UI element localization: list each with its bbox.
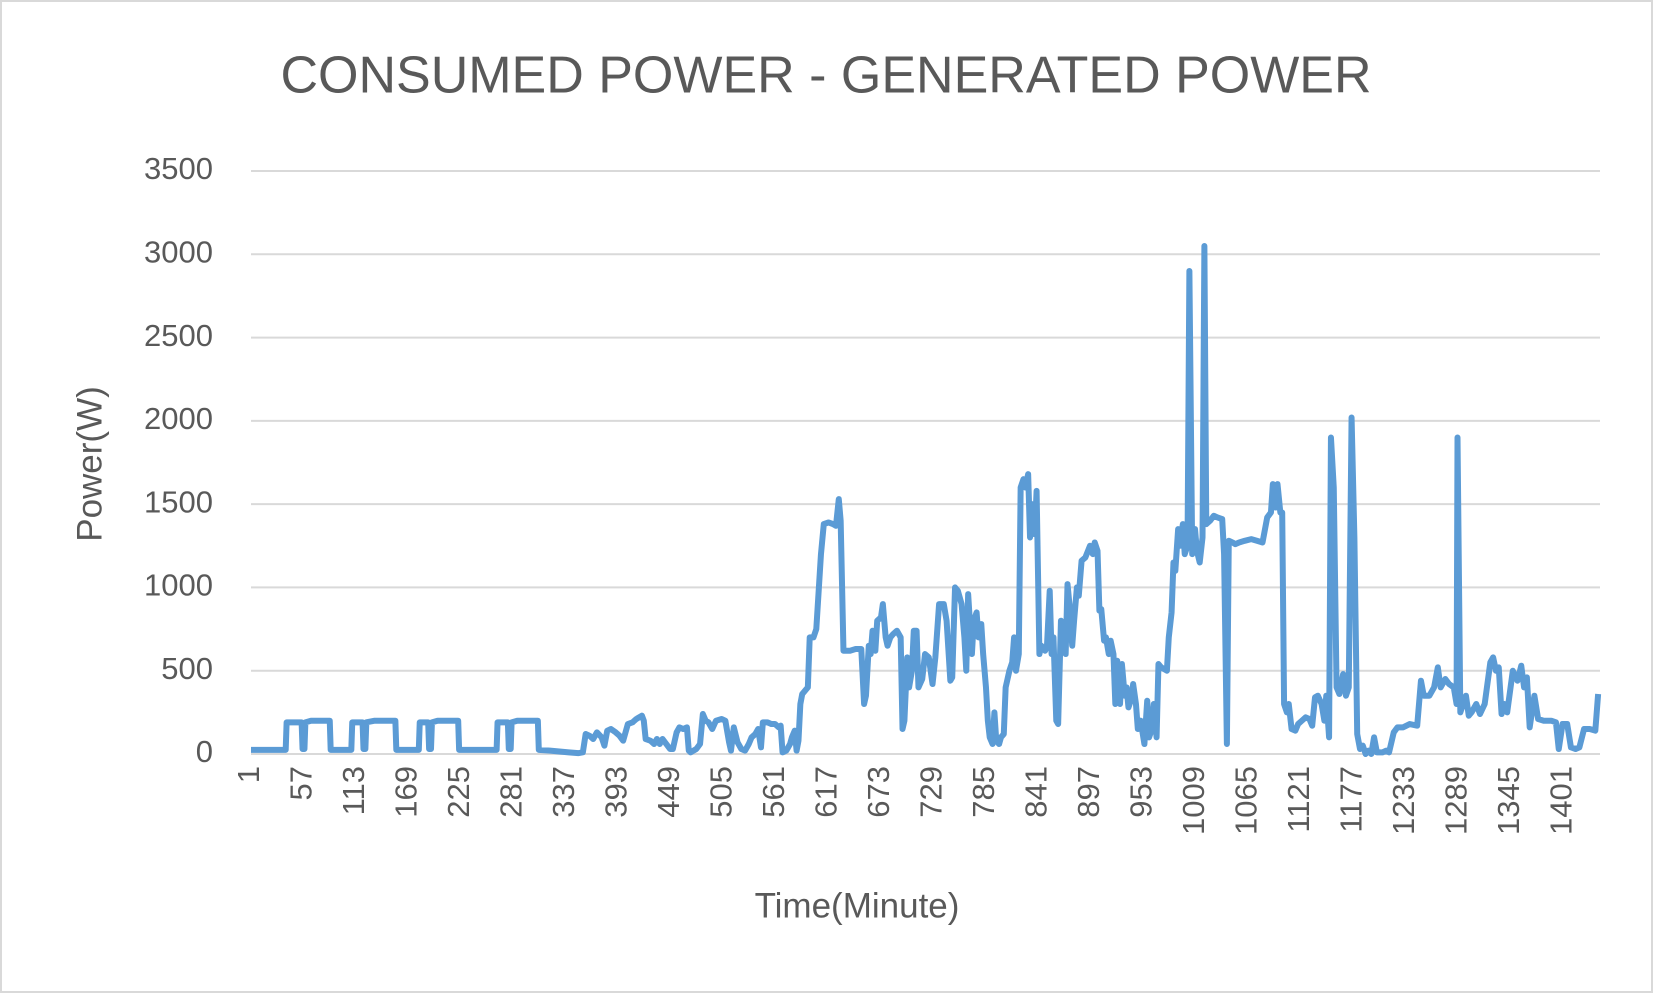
chart-title: CONSUMED POWER - GENERATED POWER — [280, 47, 1371, 105]
y-tick-label: 1000 — [144, 568, 213, 603]
x-tick-label: 169 — [389, 766, 424, 818]
y-tick-label: 0 — [196, 734, 213, 769]
x-tick-label: 1177 — [1334, 766, 1369, 833]
x-axis-title: Time(Minute) — [755, 886, 960, 925]
y-tick-label: 2000 — [144, 401, 213, 436]
x-tick-label: 113 — [336, 766, 371, 815]
y-tick-label: 3000 — [144, 234, 213, 269]
y-axis-title: Power(W) — [70, 386, 109, 542]
x-tick-label: 1233 — [1386, 766, 1421, 835]
x-tick-label: 617 — [809, 766, 844, 818]
x-tick-label: 1289 — [1439, 766, 1474, 835]
x-tick-label: 1 — [231, 766, 266, 783]
x-tick-label: 729 — [914, 766, 949, 818]
x-tick-label: 673 — [861, 766, 896, 818]
x-tick-label: 57 — [284, 766, 319, 800]
x-tick-label: 953 — [1124, 766, 1159, 818]
x-tick-label: 449 — [651, 766, 686, 818]
x-tick-label: 1401 — [1544, 766, 1579, 835]
x-tick-label: 1009 — [1176, 766, 1211, 835]
y-tick-label: 2500 — [144, 318, 213, 353]
data-line — [251, 242, 1602, 757]
x-tick-label: 225 — [441, 766, 476, 818]
x-tick-label: 785 — [966, 766, 1001, 818]
x-tick-label: 841 — [1019, 766, 1054, 818]
x-tick-label: 561 — [756, 766, 791, 818]
y-tick-label: 3500 — [144, 151, 213, 186]
x-tick-label: 505 — [704, 766, 739, 818]
x-tick-label: 1121 — [1281, 766, 1316, 833]
x-tick-label: 1345 — [1491, 766, 1526, 835]
y-tick-label: 1500 — [144, 484, 213, 519]
x-tick-label: 897 — [1071, 766, 1106, 818]
y-tick-label: 500 — [161, 651, 213, 686]
x-tick-label: 337 — [546, 766, 581, 818]
x-tick-label: 1065 — [1229, 766, 1264, 835]
x-tick-label: 281 — [494, 766, 529, 818]
x-tick-label: 393 — [599, 766, 634, 818]
